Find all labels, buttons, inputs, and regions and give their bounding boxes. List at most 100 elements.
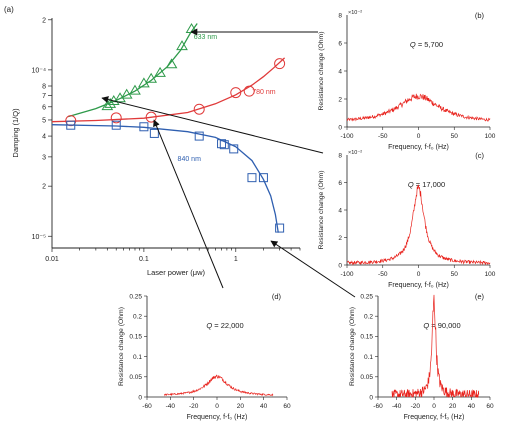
spectrum-q-annotation: Q = 5,700 (410, 40, 443, 49)
a-square-point (247, 173, 257, 183)
a-y-tick-label: 7 (42, 93, 46, 100)
a-series-label: 633 nm (194, 34, 218, 41)
a-square-point (149, 128, 159, 138)
spectrum-trace (391, 294, 480, 399)
spectrum-y-tick-label: 0.1 (133, 354, 142, 361)
pointer-arrow (101, 96, 324, 154)
a-y-tick-label: 3 (42, 154, 46, 161)
spectrum-trace (346, 93, 491, 122)
a-fit-line (68, 23, 198, 118)
spectrum-q-annotation: Q = 17,000 (408, 180, 445, 189)
a-y-label: Damping (1/Q) (11, 108, 20, 158)
spectrum-q-annotation: Q = 90,000 (423, 321, 460, 330)
spectrum-y-tick-label: 4 (338, 207, 342, 214)
a-panel-label: (a) (4, 5, 14, 14)
spectrum-x-tick-label: -50 (378, 271, 388, 278)
spectrum-x-tick-label: 20 (237, 403, 245, 410)
pointer-arrow (153, 119, 224, 289)
spectrum-x-tick-label: 0 (432, 403, 436, 410)
spectrum-x-tick-label: 100 (485, 271, 496, 278)
spectrum-y-label: Resistance change (Ohm) (318, 171, 325, 250)
spectrum-x-tick-label: 0 (215, 403, 219, 410)
spectrum-panel-label: (d) (272, 292, 282, 301)
spectrum-y-top-label: 8 (338, 12, 342, 19)
a-series-780nm: 780 nm (51, 57, 286, 127)
a-triangle-point (101, 100, 114, 111)
spectrum-x-tick-label: 20 (449, 403, 457, 410)
a-x-label: Laser power (μw) (147, 268, 206, 277)
spectrum-y-tick-label: 0.05 (360, 374, 373, 381)
spectrum-y-tick-label: 0.15 (129, 334, 142, 341)
panel-d: -60 -40 -20 0 20 40 60 0 0.05 0.1 0.15 0.2 0.25 Frequ… (118, 292, 291, 421)
spectrum-panel-label: (b) (475, 11, 485, 20)
a-y-tick-label: 2 (42, 184, 46, 191)
spectrum-y-label: Resistance change (Ohm) (318, 32, 325, 111)
spectrum-y-tick-label: 0.05 (129, 374, 142, 381)
a-y-tick-label: 10⁻⁵ (32, 234, 46, 241)
spectrum-y-tick-label: 4 (338, 68, 342, 75)
spectrum-y-exponent: ×10⁻² (348, 10, 362, 16)
spectrum-x-tick-label: -100 (340, 271, 353, 278)
spectrum-y-tick-label: 0 (338, 262, 342, 269)
a-circle-point (110, 112, 122, 124)
a-square-point (66, 120, 76, 130)
a-y-tick-label: 6 (42, 104, 46, 111)
spectrum-y-tick-label: 0.1 (364, 354, 373, 361)
a-triangle-point (129, 84, 141, 95)
a-x-tick-label: 0.1 (139, 256, 149, 263)
a-square-point (258, 173, 268, 183)
spectrum-y-tick-label: 0 (138, 394, 142, 401)
a-square-point (217, 139, 227, 149)
spectrum-y-tick-label: 0 (369, 394, 373, 401)
a-circle-point (274, 58, 286, 70)
panel-e: -60 -40 -20 0 20 40 60 0 0.05 0.1 0.15 0.2 0.25 Frequ… (349, 292, 494, 421)
spectrum-x-tick-label: -100 (340, 133, 353, 140)
a-square-point (275, 223, 285, 233)
a-x-tick-label: 0.01 (45, 256, 59, 263)
a-fit-line (51, 124, 279, 233)
a-circle-point (193, 103, 205, 115)
spectrum-x-tick-label: 60 (486, 403, 494, 410)
a-y-tick-label: 4 (42, 134, 46, 141)
spectrum-x-tick-label: -20 (189, 403, 199, 410)
panel-a: 0.01 0.1 1 10⁻⁵ 2 3 4 5 6 7 8 10⁻⁴ 2 Laser power (μw)… (4, 5, 301, 277)
spectrum-y-label: Resistance change (Ohm) (118, 307, 125, 386)
a-triangle-point (104, 97, 117, 108)
spectrum-x-tick-label: -50 (378, 133, 388, 140)
spectrum-x-tick-label: 100 (485, 133, 496, 140)
spectrum-x-tick-label: -60 (373, 403, 383, 410)
panel-c: -100 -50 0 50 100 0 2 4 6 8 ×10⁻² Frequency, f-f₀ (… (318, 150, 496, 289)
a-circle-point (230, 87, 242, 99)
a-square-point (194, 131, 204, 141)
spectrum-panel-label: (e) (475, 292, 485, 301)
spectrum-y-tick-label: 2 (338, 96, 342, 103)
spectrum-y-top-label: 8 (338, 152, 342, 159)
spectrum-y-tick-label: 6 (338, 180, 342, 187)
spectrum-x-label: Frequency, f-f₀ (Hz) (388, 282, 449, 289)
a-square-point (219, 140, 229, 150)
a-triangle-point (120, 88, 133, 99)
a-y-tick-label: 2 (42, 17, 46, 24)
panel-b: -100 -50 0 50 100 0 2 4 6 8 ×10⁻² Frequency, f-f₀ (… (318, 10, 496, 151)
spectrum-x-tick-label: 50 (451, 133, 459, 140)
a-y-tick-label: 8 (42, 83, 46, 90)
a-triangle-point (165, 58, 178, 69)
spectrum-x-tick-label: 60 (283, 403, 291, 410)
spectrum-y-tick-label: 0.2 (364, 314, 373, 321)
spectrum-x-tick-label: 0 (417, 133, 421, 140)
spectrum-q-annotation: Q = 22,000 (206, 321, 243, 330)
spectrum-x-label: Frequency, f-f₀ (Hz) (187, 414, 248, 421)
a-square-point (139, 122, 149, 132)
spectrum-y-label: Resistance change (Ohm) (349, 307, 356, 386)
a-triangle-point (154, 66, 166, 77)
spectrum-x-label: Frequency, f-f₀ (Hz) (388, 144, 449, 151)
pointer-arrow (270, 240, 356, 298)
spectrum-x-tick-label: 0 (417, 271, 421, 278)
spectrum-panel-label: (c) (475, 151, 484, 160)
a-x-tick-label: 1 (234, 256, 238, 263)
spectrum-x-tick-label: -60 (142, 403, 152, 410)
spectrum-y-tick-label: 6 (338, 40, 342, 47)
spectrum-x-tick-label: -40 (392, 403, 402, 410)
spectrum-x-tick-label: -40 (166, 403, 176, 410)
